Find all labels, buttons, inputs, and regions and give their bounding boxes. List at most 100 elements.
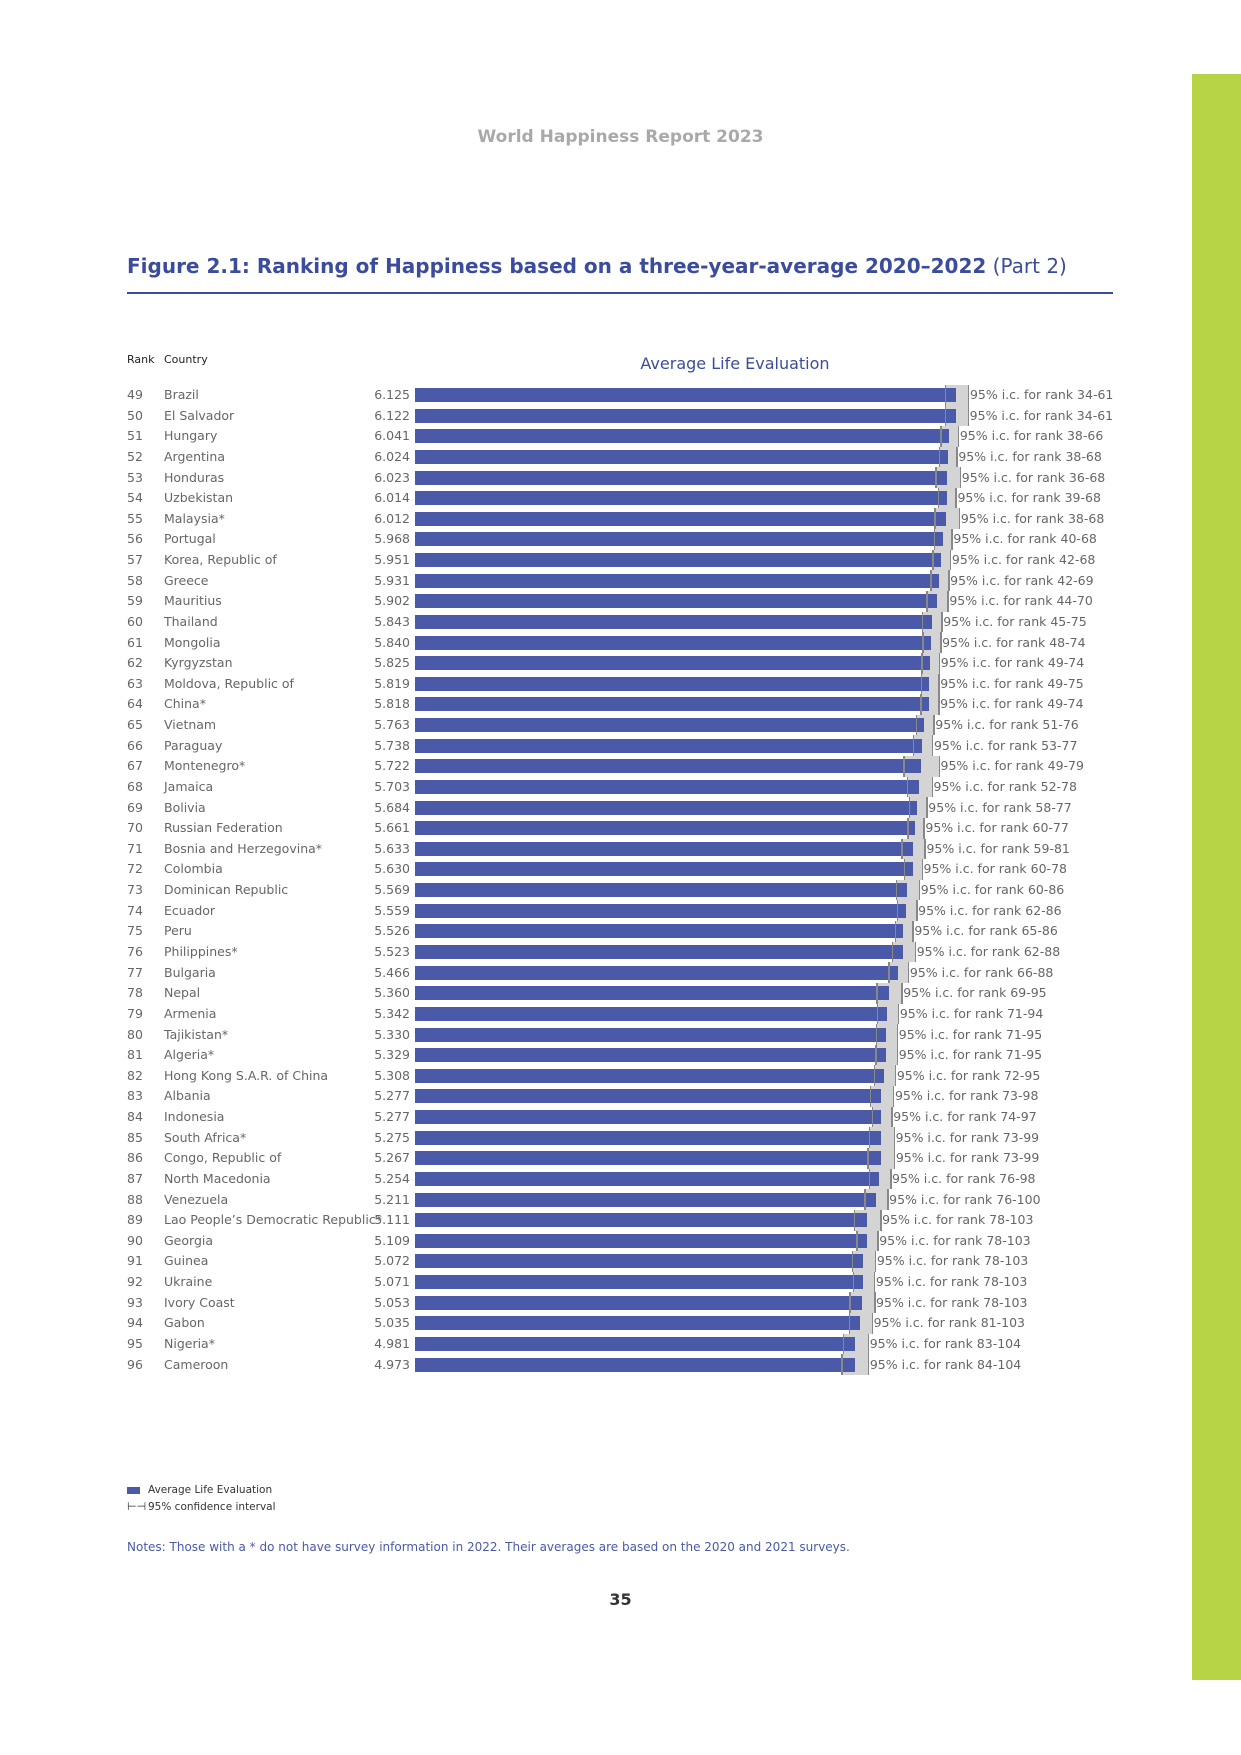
- bar: [415, 821, 916, 836]
- ci-lower-whisker: [944, 384, 947, 406]
- row-rank: 57: [127, 552, 143, 568]
- figure-title-main: Figure 2.1: Ranking of Happiness based o…: [127, 254, 987, 278]
- ci-upper-whisker: [931, 735, 934, 757]
- ci-label: 95% i.c. for rank 36-68: [961, 469, 1106, 485]
- ci-label: 95% i.c. for rank 49-75: [940, 675, 1084, 691]
- ci-upper-whisker: [957, 425, 960, 447]
- bar: [415, 1316, 861, 1331]
- bar: [415, 449, 948, 464]
- ci-lower-whisker: [921, 611, 924, 633]
- ci-label: 95% i.c. for rank 60-77: [925, 820, 1069, 836]
- ci-lower-whisker: [937, 487, 940, 509]
- row-country: Thailand: [164, 613, 218, 629]
- row-value-label: 5.968: [374, 531, 410, 547]
- ci-label: 95% i.c. for rank 78-103: [879, 1232, 1031, 1248]
- ci-label: 95% i.c. for rank 73-98: [894, 1088, 1039, 1104]
- bar: [415, 594, 937, 609]
- ci-upper-whisker: [959, 467, 962, 488]
- row-value-label: 6.041: [374, 428, 410, 444]
- ci-label: 95% i.c. for rank 62-88: [916, 944, 1061, 959]
- ci-upper-whisker: [921, 859, 924, 880]
- ci-lower-whisker: [888, 962, 890, 983]
- row-rank: 83: [127, 1088, 143, 1104]
- row-rank: 93: [127, 1294, 143, 1310]
- ci-lower-whisker: [912, 735, 914, 757]
- bar: [415, 1192, 876, 1207]
- ci-lower-whisker: [903, 756, 905, 777]
- ci-label: 95% i.c. for rank 34-61: [969, 387, 1114, 402]
- ci-lower-whisker: [871, 1106, 874, 1128]
- row-value-label: 5.111: [374, 1212, 410, 1228]
- row-value-label: 5.254: [374, 1170, 410, 1186]
- ci-label: 95% i.c. for rank 73-99: [895, 1150, 1040, 1166]
- side-color-band: [1192, 74, 1241, 1680]
- ci-upper-whisker: [951, 529, 953, 550]
- ci-lower-whisker: [867, 1147, 869, 1169]
- row-country: Venezuela: [164, 1191, 229, 1207]
- whisker-icon: ⊢⊣: [127, 1500, 147, 1513]
- ci-upper-whisker: [893, 1127, 896, 1148]
- bar: [415, 903, 907, 918]
- row-value-label: 5.722: [374, 758, 410, 774]
- bar: [415, 1336, 856, 1351]
- ci-lower-whisker: [935, 467, 937, 488]
- row-rank: 56: [127, 531, 143, 547]
- bar: [415, 883, 908, 898]
- row-rank: 95: [127, 1335, 143, 1351]
- row-value-label: 5.630: [374, 861, 410, 877]
- legend-bar-label: Average Life Evaluation: [148, 1484, 273, 1496]
- row-value-label: 5.738: [374, 737, 410, 753]
- ci-lower-whisker: [903, 859, 906, 880]
- row-country: Uzbekistan: [164, 490, 234, 506]
- ci-label: 95% i.c. for rank 69-95: [903, 985, 1047, 1001]
- row-rank: 75: [127, 923, 143, 939]
- row-rank: 51: [127, 428, 143, 444]
- row-country: Nigeria*: [164, 1335, 215, 1351]
- ci-lower-whisker: [875, 1024, 878, 1045]
- bar: [415, 1275, 864, 1290]
- ci-label: 95% i.c. for rank 71-95: [898, 1026, 1043, 1042]
- ci-lower-whisker: [906, 776, 909, 798]
- row-rank: 68: [127, 778, 143, 794]
- ci-lower-whisker: [873, 1065, 876, 1087]
- row-country: Malaysia*: [164, 510, 225, 526]
- row-value-label: 5.466: [374, 964, 410, 980]
- row-rank: 61: [127, 634, 143, 650]
- ci-lower-whisker: [915, 714, 918, 736]
- row-country: Jamaica: [164, 778, 214, 794]
- ci-upper-whisker: [891, 1106, 893, 1128]
- ci-label: 95% i.c. for rank 52-78: [933, 778, 1077, 794]
- ci-label: 95% i.c. for rank 81-103: [873, 1315, 1025, 1331]
- row-rank: 94: [127, 1315, 143, 1331]
- row-country: Brazil: [164, 387, 199, 402]
- row-country: Peru: [164, 923, 192, 939]
- bar: [415, 862, 913, 877]
- row-rank: 73: [127, 882, 143, 898]
- bar: [415, 1006, 888, 1021]
- row-country: Congo, Republic of: [164, 1150, 282, 1166]
- ci-upper-whisker: [893, 1147, 896, 1169]
- row-rank: 82: [127, 1067, 143, 1083]
- report-header: World Happiness Report 2023: [477, 127, 764, 147]
- row-value-label: 5.684: [374, 799, 410, 815]
- ci-label: 95% i.c. for rank 40-68: [953, 531, 1097, 547]
- row-value-label: 5.329: [374, 1047, 410, 1063]
- bar: [415, 718, 925, 733]
- row-rank: 96: [127, 1356, 143, 1372]
- ci-label: 95% i.c. for rank 38-66: [959, 428, 1104, 444]
- ci-lower-whisker: [848, 1313, 851, 1334]
- ci-upper-whisker: [958, 508, 961, 530]
- ci-lower-whisker: [868, 1168, 871, 1190]
- row-rank: 49: [127, 387, 143, 402]
- row-value-label: 6.012: [374, 510, 410, 526]
- ci-label: 95% i.c. for rank 78-103: [875, 1274, 1028, 1290]
- bar: [415, 1027, 887, 1042]
- row-rank: 64: [127, 696, 143, 712]
- row-rank: 60: [127, 613, 143, 629]
- row-value-label: 5.559: [374, 902, 410, 918]
- ci-lower-whisker: [864, 1189, 866, 1210]
- row-rank: 86: [127, 1150, 143, 1166]
- bar: [415, 841, 913, 856]
- row-value-label: 5.275: [374, 1129, 410, 1145]
- ci-upper-whisker: [916, 900, 918, 922]
